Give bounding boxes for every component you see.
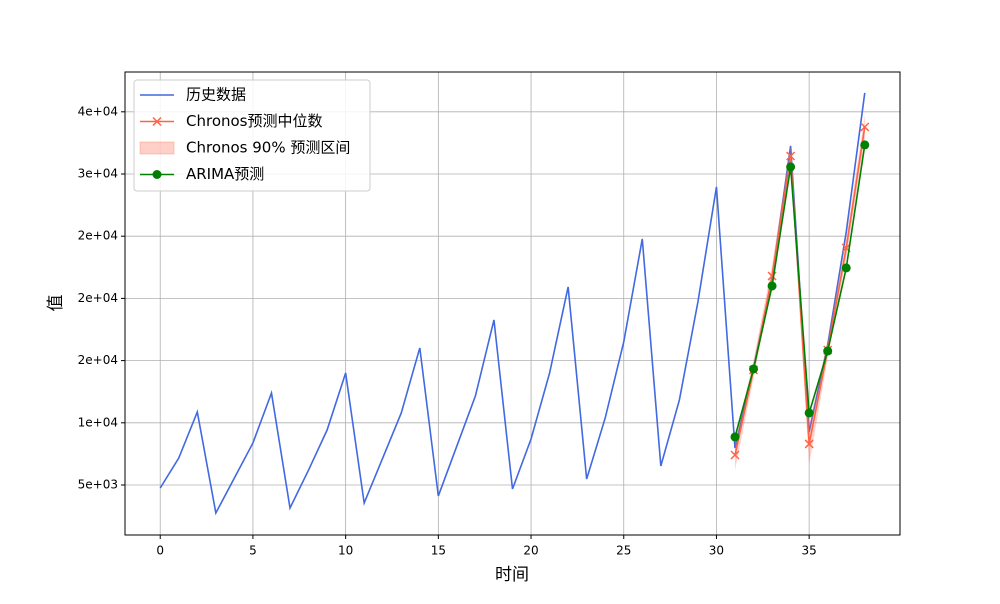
legend-label: Chronos 90% 预测区间 — [186, 139, 350, 157]
x-tick-label: 35 — [802, 544, 817, 558]
legend-label: Chronos预测中位数 — [186, 112, 323, 130]
y-tick-label: 5e+03 — [78, 478, 118, 492]
point — [730, 450, 740, 460]
x-tick-label: 0 — [156, 544, 164, 558]
legend-label: 历史数据 — [186, 86, 246, 104]
point — [823, 346, 833, 356]
point — [749, 364, 759, 374]
x-tick-label: 10 — [338, 544, 353, 558]
x-tick-label: 5 — [249, 544, 257, 558]
x-tick-label: 15 — [431, 544, 446, 558]
point — [841, 263, 851, 273]
legend: 历史数据 Chronos预测中位数 Chronos 90% 预测区间 ARIMA预测 — [133, 79, 371, 192]
point — [786, 162, 796, 172]
y-tick-label: 2e+04 — [78, 229, 118, 243]
x-tick-label: 20 — [523, 544, 538, 558]
y-axis-label: 值 — [46, 295, 66, 312]
legend-marker — [152, 116, 162, 127]
x-tick-label: 30 — [709, 544, 724, 558]
x-tick-label: 25 — [616, 544, 631, 558]
y-tick-label: 2e+04 — [78, 353, 118, 367]
y-tick-label: 3e+04 — [78, 167, 118, 181]
plot-frame — [124, 71, 901, 536]
point — [730, 432, 740, 442]
point — [786, 151, 796, 161]
legend-box — [133, 79, 371, 192]
point — [804, 408, 814, 418]
y-tick-label: 2e+04 — [78, 291, 118, 305]
legend-label: ARIMA预测 — [186, 165, 264, 183]
point — [767, 281, 777, 291]
series-line — [734, 144, 866, 438]
point — [860, 122, 870, 132]
x-axis-label: 时间 — [495, 565, 529, 585]
legend-swatch — [139, 141, 175, 155]
y-tick-label: 1e+04 — [78, 415, 118, 429]
y-tick-label: 4e+04 — [78, 104, 118, 118]
point — [860, 140, 870, 150]
point — [804, 439, 814, 449]
legend-marker — [152, 170, 162, 179]
